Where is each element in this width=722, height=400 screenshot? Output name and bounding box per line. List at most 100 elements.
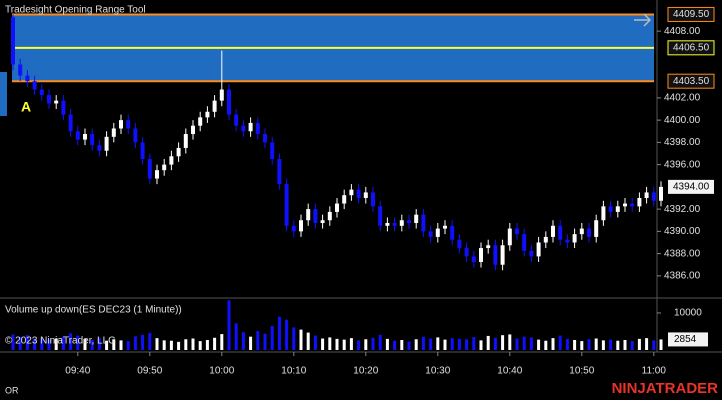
volume-bar: [198, 341, 202, 350]
volume-bar: [616, 340, 620, 350]
volume-bar: [522, 336, 526, 350]
candle-body: [155, 170, 159, 179]
y-tick-label: 4400.00: [664, 115, 701, 126]
candle-body: [615, 206, 620, 212]
volume-bar: [609, 339, 613, 350]
volume-bar: [83, 338, 87, 350]
candle-body: [313, 209, 318, 224]
volume-bar: [227, 300, 231, 350]
candle-body: [205, 111, 210, 118]
candle-body: [255, 122, 260, 135]
opening-range-label: A: [21, 99, 31, 115]
x-tick-label: 10:20: [353, 366, 378, 377]
candle-body: [133, 128, 138, 143]
candle-body: [450, 225, 455, 240]
volume-bar: [249, 336, 253, 350]
volume-bar: [508, 334, 512, 350]
candle-body: [277, 159, 282, 185]
price-marker-box: [667, 6, 715, 22]
candle-body: [587, 228, 591, 237]
candle-body: [75, 131, 80, 140]
candle-body: [608, 206, 613, 212]
candle-body: [11, 17, 15, 65]
y-tick-label: 4408.00: [664, 26, 701, 37]
brand-logo: NINJATRADER: [612, 380, 719, 397]
volume-bar: [241, 332, 245, 350]
candle-body: [68, 114, 73, 132]
volume-bar: [277, 316, 281, 350]
candle-body: [471, 256, 476, 262]
y-tick-label: 4388.00: [664, 248, 701, 259]
volume-bar: [177, 341, 181, 350]
volume-bar: [594, 338, 598, 350]
candle-body: [183, 134, 188, 148]
candle-body: [457, 239, 462, 249]
y-tick-label: 4402.00: [664, 93, 701, 104]
volume-bar: [400, 340, 404, 350]
scroll-arrow[interactable]: [634, 13, 652, 27]
y-tick-label: 4386.00: [664, 271, 701, 282]
volume-title: Volume up down(ES DEC23 (1 Minute)): [5, 305, 182, 316]
volume-bar: [97, 337, 101, 350]
candle-body: [299, 220, 303, 232]
volume-bar: [285, 319, 289, 350]
volume-bar: [76, 335, 80, 350]
volume-bar: [213, 337, 217, 350]
candle-body: [291, 225, 296, 232]
candle-body: [565, 239, 570, 243]
candle-body: [32, 81, 37, 90]
volume-bar: [659, 339, 663, 350]
y-tick-label: 4390.00: [664, 226, 701, 237]
volume-bar: [429, 338, 433, 350]
candle-body: [363, 192, 368, 198]
candle-body: [551, 225, 555, 237]
x-tick-label: 11:00: [642, 366, 667, 377]
chart-title: Tradesight Opening Range Tool: [5, 5, 146, 16]
volume-bar: [33, 338, 37, 350]
candle-body: [104, 136, 109, 151]
volume-bar: [306, 332, 310, 350]
volume-bar: [601, 340, 605, 350]
candle-body: [443, 225, 447, 229]
y-tick-label: 10000: [674, 308, 702, 319]
candle-body: [320, 220, 325, 224]
volume-bar: [234, 323, 238, 350]
volume-bar: [407, 341, 411, 350]
volume-bar: [378, 334, 382, 350]
plot: 4386.00 4388.00 4390.00 4392.00 4396.00 4398.…: [11, 6, 715, 377]
candle-body: [479, 248, 483, 262]
candle-body: [18, 64, 23, 76]
candle-body: [399, 220, 404, 226]
candle-body: [428, 231, 433, 237]
volume-bar: [292, 327, 296, 350]
candle-body: [111, 128, 116, 137]
volume-bar: [105, 340, 109, 350]
x-tick-label: 10:30: [425, 366, 450, 377]
volume-bar: [479, 340, 483, 350]
volume-bar: [141, 334, 145, 350]
candle-body: [651, 192, 656, 201]
volume-bar: [299, 329, 303, 350]
volume-bar: [580, 341, 584, 350]
volume-bar: [493, 337, 497, 350]
volume-bar: [623, 340, 627, 350]
candle-body: [637, 197, 642, 207]
candle-body: [227, 89, 231, 115]
candle-body: [198, 117, 203, 126]
candle-body: [536, 242, 541, 257]
candle-body: [385, 223, 390, 226]
volume-bar: [126, 341, 130, 350]
volume-bar: [328, 337, 332, 350]
volume-bar: [515, 338, 519, 350]
side-marker: [0, 72, 7, 116]
mode-label: OR: [5, 385, 19, 395]
candle-body: [414, 214, 419, 224]
volume-bar: [436, 337, 440, 350]
candle-body: [594, 220, 599, 237]
volume-bar: [155, 338, 159, 350]
candle-body: [248, 122, 253, 132]
price-marker-label: 4406.50: [673, 42, 710, 53]
volume-bar: [457, 338, 461, 350]
candle-body: [83, 134, 87, 140]
